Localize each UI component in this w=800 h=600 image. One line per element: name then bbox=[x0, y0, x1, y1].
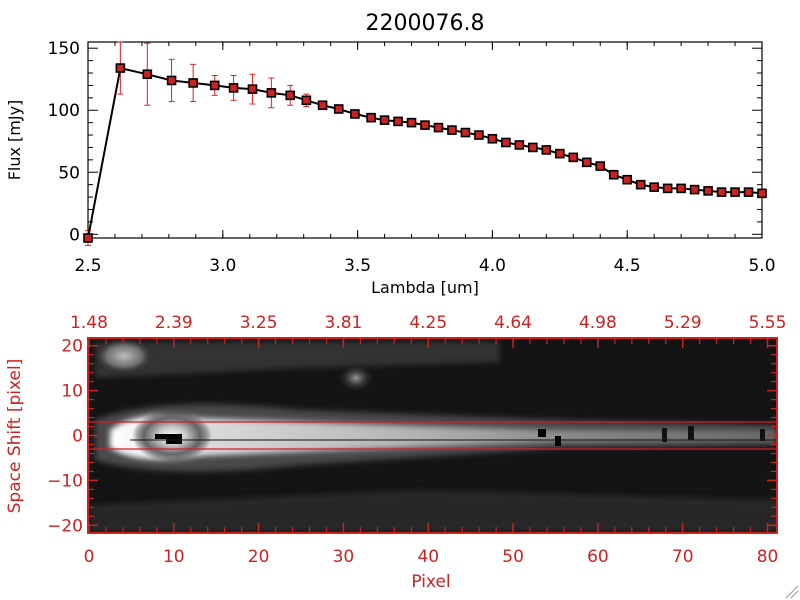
image-y-tick-label: 0 bbox=[72, 427, 83, 447]
data-point bbox=[433, 122, 444, 133]
spectrum-line bbox=[87, 66, 763, 239]
data-point bbox=[716, 187, 727, 197]
image-y-ticks: −20 −10 0 10 20 bbox=[47, 337, 776, 536]
data-point bbox=[568, 152, 579, 163]
image-y-tick-label: −20 bbox=[47, 516, 83, 536]
spectrum-image-plot: 0 10 20 30 40 50 60 70 80 −20 −10 0 10 20 1.48 2.39 3.… bbox=[5, 313, 786, 592]
spectrum-x-tick-label: 3.0 bbox=[209, 256, 236, 276]
data-point bbox=[393, 116, 403, 127]
image-top-wavelength-ticks: 1.48 2.39 3.25 3.81 4.25 4.64 4.98 5.29 5.55 bbox=[70, 313, 786, 348]
image-x-tick-label: 20 bbox=[248, 547, 270, 567]
spectrum-y-tick-label: 50 bbox=[58, 163, 80, 183]
data-point bbox=[460, 127, 471, 138]
spectrum-image bbox=[89, 339, 776, 532]
data-point bbox=[595, 161, 606, 171]
data-point bbox=[366, 112, 376, 123]
image-x-tick-label: 50 bbox=[502, 547, 524, 567]
data-point bbox=[247, 84, 258, 94]
spectrum-y-tick-label: 0 bbox=[69, 225, 80, 245]
image-y-tick-label: 10 bbox=[61, 382, 83, 402]
resize-grip-icon[interactable] bbox=[785, 585, 799, 599]
image-x-tick-label: 30 bbox=[333, 547, 355, 567]
image-top-tick-label: 5.29 bbox=[664, 313, 702, 333]
data-point bbox=[528, 142, 538, 153]
image-x-tick-label: 40 bbox=[417, 547, 439, 567]
data-point bbox=[142, 69, 153, 80]
spectrum-x-tick-label: 5.0 bbox=[748, 256, 775, 276]
spectrum-plot-frame bbox=[87, 41, 763, 239]
data-point bbox=[635, 179, 646, 190]
data-point bbox=[115, 63, 126, 73]
data-point bbox=[703, 186, 713, 196]
data-point bbox=[689, 184, 700, 195]
image-top-tick-label: 3.25 bbox=[240, 313, 278, 333]
data-point bbox=[474, 130, 484, 140]
data-point bbox=[608, 169, 619, 180]
image-top-tick-label: 4.25 bbox=[409, 313, 447, 333]
data-point bbox=[514, 140, 525, 150]
spectrum-x-tick-label: 4.0 bbox=[479, 256, 506, 276]
data-point bbox=[333, 104, 344, 114]
data-point bbox=[554, 148, 565, 159]
image-top-tick-label: 1.48 bbox=[70, 313, 108, 333]
data-point bbox=[501, 137, 511, 148]
data-point bbox=[487, 133, 498, 144]
data-point bbox=[350, 109, 360, 119]
data-point bbox=[730, 187, 740, 197]
image-top-tick-label: 4.64 bbox=[494, 313, 532, 333]
data-point bbox=[581, 157, 592, 168]
spectrum-x-tick-label: 2.5 bbox=[74, 256, 101, 276]
image-top-tick-label: 3.81 bbox=[325, 313, 363, 333]
data-point bbox=[379, 115, 390, 125]
data-point bbox=[743, 187, 754, 197]
data-point bbox=[83, 233, 93, 243]
image-x-tick-label: 10 bbox=[163, 547, 185, 567]
image-x-tick-label: 80 bbox=[757, 547, 779, 567]
data-point bbox=[420, 120, 430, 130]
spectrum-x-tick-label: 4.5 bbox=[614, 256, 641, 276]
chart-title: 2200076.8 bbox=[366, 11, 485, 36]
spectrum-y-label: Flux [mJy] bbox=[5, 100, 24, 181]
image-top-tick-label: 4.98 bbox=[579, 313, 617, 333]
image-y-tick-label: 20 bbox=[61, 337, 83, 357]
data-point bbox=[541, 145, 552, 155]
data-point bbox=[209, 80, 220, 91]
image-top-tick-label: 5.55 bbox=[749, 313, 787, 333]
data-point bbox=[676, 183, 686, 194]
data-point bbox=[266, 88, 277, 98]
data-point bbox=[622, 174, 633, 185]
data-point bbox=[317, 100, 328, 111]
spectrum-markers bbox=[83, 63, 767, 243]
spectrum-y-tick-label: 100 bbox=[48, 101, 80, 121]
spectrum-x-label: Lambda [um] bbox=[371, 278, 479, 297]
image-y-label: Space Shift [pixel] bbox=[5, 359, 25, 514]
image-x-ticks: 0 10 20 30 40 50 60 70 80 bbox=[84, 523, 779, 567]
image-top-tick-label: 2.39 bbox=[155, 313, 193, 333]
spectrum-error-bars bbox=[85, 41, 763, 246]
data-point bbox=[757, 188, 767, 199]
image-y-tick-label: −10 bbox=[47, 471, 83, 491]
spectrum-x-tick-label: 3.5 bbox=[344, 256, 371, 276]
image-x-tick-label: 0 bbox=[84, 547, 95, 567]
data-point bbox=[188, 78, 198, 88]
spectrum-image-frame bbox=[87, 337, 778, 534]
data-point bbox=[406, 117, 417, 128]
data-point bbox=[228, 83, 239, 93]
spectrum-y-tick-label: 150 bbox=[48, 39, 80, 59]
image-x-tick-label: 70 bbox=[672, 547, 694, 567]
spectrum-y-ticks: 0 50 100 150 bbox=[48, 39, 762, 245]
data-point bbox=[649, 182, 659, 192]
image-x-label: Pixel bbox=[411, 572, 450, 592]
spectrum-x-ticks: 2.5 3.0 3.5 4.0 4.5 5.0 bbox=[74, 42, 776, 276]
data-point bbox=[662, 183, 673, 194]
image-x-tick-label: 60 bbox=[587, 547, 609, 567]
data-point bbox=[447, 125, 457, 135]
data-point bbox=[285, 90, 296, 101]
data-point bbox=[166, 75, 177, 86]
data-point bbox=[301, 95, 312, 106]
spectrum-plot: 2.5 3.0 3.5 4.0 4.5 5.0 0 50 100 150 Lambda [um]… bbox=[5, 39, 776, 297]
